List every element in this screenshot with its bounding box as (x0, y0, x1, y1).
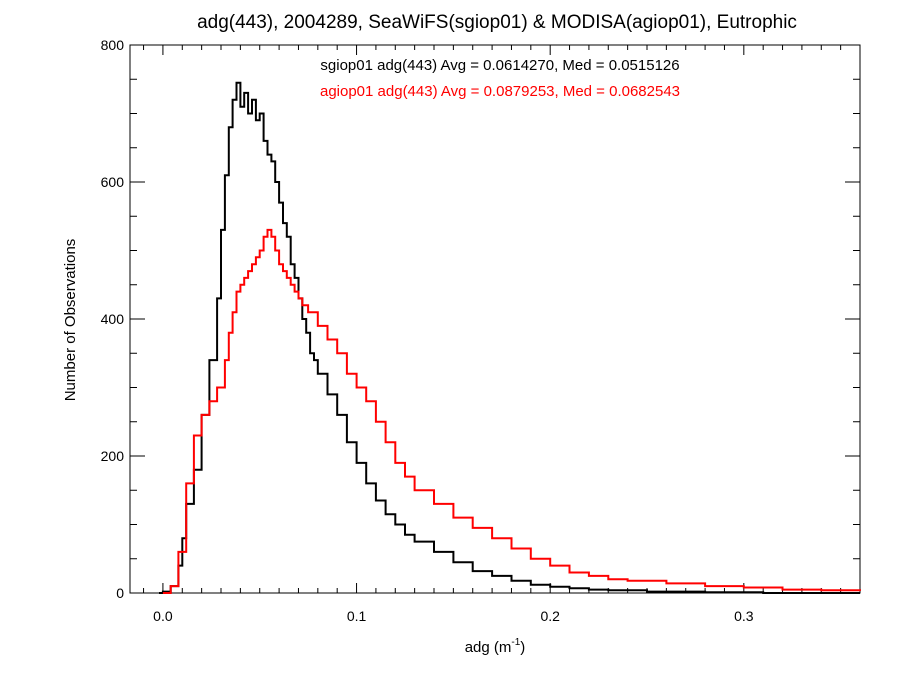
y-tick-label: 600 (101, 174, 125, 190)
legend: sgiop01 adg(443) Avg = 0.0614270, Med = … (320, 57, 680, 100)
plot-frame (129, 44, 861, 594)
x-tick-label: 0.1 (347, 608, 367, 624)
x-axis-label-end: ) (520, 639, 525, 656)
x-axis-label-superscript: -1 (511, 637, 520, 648)
series-line-1 (162, 228, 861, 594)
y-tick-label: 0 (116, 585, 124, 601)
legend-entry-0: sgiop01 adg(443) Avg = 0.0614270, Med = … (320, 57, 679, 74)
x-axis-label-main: adg (m (465, 639, 512, 656)
y-tick-label: 200 (101, 448, 125, 464)
x-tick-label: 0.0 (153, 608, 173, 624)
x-axis-label: adg (m-1) (465, 637, 526, 656)
series-line-0 (159, 81, 860, 594)
y-axis-label: Number of Observations (62, 239, 79, 402)
axis-ticks: 0.0 0.1 0.2 0.3 0 200 400 600 800 (101, 37, 861, 624)
legend-entry-1: agiop01 adg(443) Avg = 0.0879253, Med = … (320, 83, 680, 100)
y-tick-label: 400 (101, 311, 125, 327)
chart-title: adg(443), 2004289, SeaWiFS(sgiop01) & MO… (197, 12, 797, 33)
x-tick-label: 0.3 (734, 608, 754, 624)
series-layer (159, 81, 861, 594)
y-tick-label: 800 (101, 37, 125, 53)
x-tick-label: 0.2 (540, 608, 560, 624)
